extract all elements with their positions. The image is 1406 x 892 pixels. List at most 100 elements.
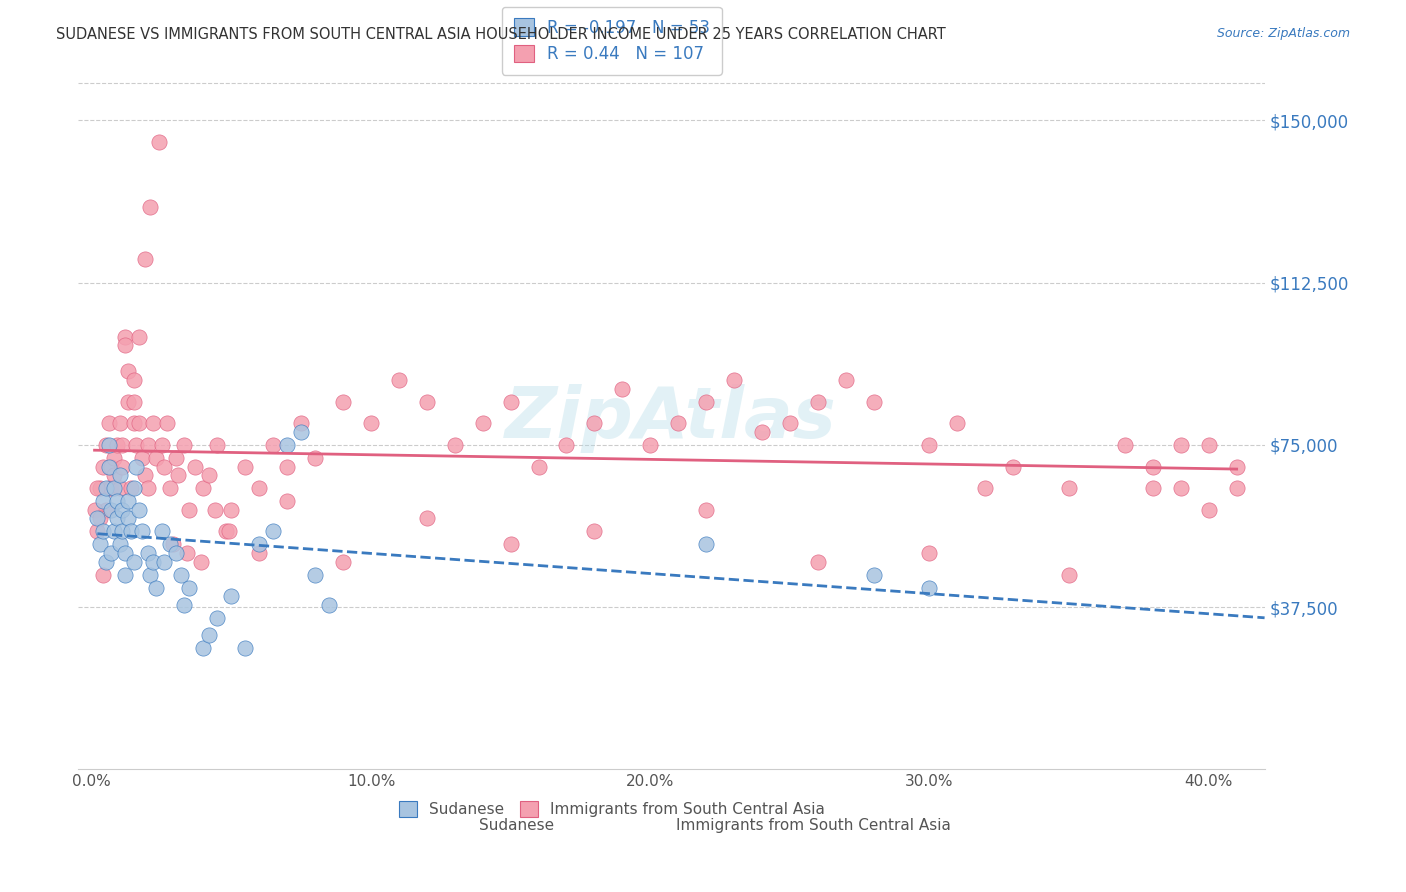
Point [89, 537, 111, 551]
Point [332, 394, 354, 409]
Point [443, 438, 465, 452]
Point [148, 135, 170, 149]
Point [145, 450, 167, 465]
Point [89, 511, 111, 525]
Point [122, 394, 145, 409]
Point [111, 502, 134, 516]
Point [153, 459, 176, 474]
Point [131, 524, 153, 539]
Text: ZipAtlas: ZipAtlas [505, 384, 837, 453]
Point [198, 628, 221, 642]
Point [612, 382, 634, 396]
Point [779, 416, 801, 430]
Point [1226, 481, 1249, 495]
Point [122, 416, 145, 430]
Text: Sudanese: Sudanese [479, 818, 554, 833]
Point [83, 502, 105, 516]
Point [159, 537, 181, 551]
Point [91, 524, 114, 539]
Point [114, 338, 136, 352]
Point [108, 416, 131, 430]
Point [835, 373, 858, 387]
Point [360, 416, 382, 430]
Point [233, 641, 256, 656]
Point [117, 394, 139, 409]
Point [128, 416, 150, 430]
Point [1002, 459, 1025, 474]
Point [156, 416, 179, 430]
Point [97, 438, 120, 452]
Point [97, 459, 120, 474]
Point [233, 459, 256, 474]
Point [105, 494, 128, 508]
Point [108, 537, 131, 551]
Point [114, 567, 136, 582]
Point [318, 598, 340, 612]
Point [862, 567, 884, 582]
Point [276, 459, 298, 474]
Point [695, 502, 717, 516]
Point [499, 537, 522, 551]
Point [105, 438, 128, 452]
Point [111, 524, 134, 539]
Point [190, 555, 212, 569]
Point [695, 394, 717, 409]
Point [332, 555, 354, 569]
Point [207, 611, 229, 625]
Point [139, 567, 162, 582]
Point [262, 524, 284, 539]
Point [103, 481, 125, 495]
Point [114, 546, 136, 560]
Point [120, 524, 142, 539]
Point [583, 524, 606, 539]
Point [117, 511, 139, 525]
Point [94, 438, 117, 452]
Point [97, 416, 120, 430]
Point [1226, 459, 1249, 474]
Point [122, 373, 145, 387]
Point [108, 481, 131, 495]
Point [86, 524, 108, 539]
Point [204, 502, 226, 516]
Point [128, 502, 150, 516]
Point [136, 481, 159, 495]
Point [527, 459, 550, 474]
Point [97, 481, 120, 495]
Point [221, 589, 243, 603]
Point [247, 481, 270, 495]
Point [499, 394, 522, 409]
Point [974, 481, 997, 495]
Point [94, 502, 117, 516]
Point [103, 468, 125, 483]
Point [136, 438, 159, 452]
Point [150, 524, 173, 539]
Point [100, 502, 122, 516]
Point [1198, 502, 1220, 516]
Point [170, 567, 193, 582]
Point [111, 459, 134, 474]
Point [94, 481, 117, 495]
Point [89, 481, 111, 495]
Point [142, 416, 165, 430]
Point [176, 546, 198, 560]
Point [218, 524, 240, 539]
Point [86, 481, 108, 495]
Point [179, 502, 201, 516]
Point [120, 481, 142, 495]
Point [304, 567, 326, 582]
Point [695, 537, 717, 551]
Text: SUDANESE VS IMMIGRANTS FROM SOUTH CENTRAL ASIA HOUSEHOLDER INCOME UNDER 25 YEARS: SUDANESE VS IMMIGRANTS FROM SOUTH CENTRA… [56, 27, 946, 42]
Point [638, 438, 661, 452]
Point [247, 546, 270, 560]
Point [145, 581, 167, 595]
Point [304, 450, 326, 465]
Point [94, 555, 117, 569]
Point [134, 252, 156, 266]
Point [136, 546, 159, 560]
Point [86, 511, 108, 525]
Point [262, 438, 284, 452]
Point [388, 373, 411, 387]
Point [862, 394, 884, 409]
Point [290, 425, 312, 439]
Point [1142, 459, 1164, 474]
